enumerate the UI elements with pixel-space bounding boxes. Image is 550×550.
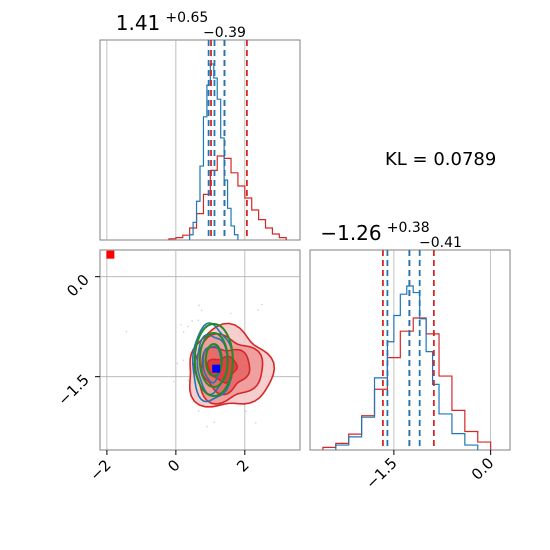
joint-sample-point: [182, 331, 185, 334]
param-1-marginal-panel: [99, 39, 301, 241]
joint-sample-point: [229, 312, 232, 315]
joint-sample-point: [125, 330, 128, 333]
joint-sample-point: [206, 425, 208, 428]
joint-x-tick-label: 0: [164, 456, 183, 475]
joint-sample-point: [191, 320, 194, 322]
param-2-minus: −0.41: [419, 235, 462, 251]
param-2-plus: +0.38: [387, 220, 430, 236]
joint-sample-point: [254, 421, 257, 424]
blue-contour-level: [191, 322, 234, 403]
joint-sample-point: [187, 325, 189, 328]
joint-sample-point: [197, 409, 200, 412]
param-1-minus: −0.39: [203, 25, 246, 41]
reference-marker: [106, 250, 115, 259]
joint-sample-point: [244, 410, 247, 413]
truth-marker: [212, 364, 221, 373]
param-1-axes-frame: [99, 39, 301, 241]
joint-y-tick-label: 0.0: [63, 271, 93, 301]
param-2-x-tick-label: −1.5: [362, 454, 400, 492]
param-2-marginal-panel: −1.5 0.0: [309, 249, 511, 493]
param-1-plus: +0.65: [165, 10, 208, 26]
param-2-title: −1.26 +0.38: [320, 220, 429, 245]
joint-y-tick-label: −1.5: [54, 371, 92, 409]
joint-sample-point: [260, 303, 263, 306]
blue-contour-level: [202, 345, 223, 384]
param-2-x-tick-label: 0.0: [468, 454, 498, 484]
green-contour-ellipse: [193, 323, 234, 397]
joint-sample-point: [172, 380, 175, 383]
green-contour-ellipse: [198, 332, 229, 388]
param-1-histogram-red: [168, 155, 287, 240]
param-1-title: 1.41 +0.65: [116, 10, 209, 35]
param-2-histogram-blue: [335, 285, 479, 450]
joint-axes-frame: [99, 249, 301, 451]
joint-sample-point: [213, 421, 216, 424]
joint-sample-point: [198, 304, 200, 307]
joint-sample-point: [187, 379, 190, 382]
param-2-median: −1.26: [320, 221, 381, 245]
green-contour-ellipse: [204, 343, 223, 377]
joint-sample-point: [200, 309, 203, 312]
joint-sample-point: [182, 359, 185, 362]
kl-annotation: KL = 0.0789: [385, 149, 496, 170]
joint-x-tick-label: −2: [86, 456, 114, 484]
param-1-median: 1.41: [116, 11, 161, 35]
joint-sample-point: [180, 323, 182, 326]
joint-sample-point: [176, 362, 179, 365]
joint-sample-point: [257, 308, 259, 311]
blue-contour-level: [196, 333, 229, 396]
joint-panel: −2 0 2 0.0 −1.5: [54, 249, 301, 484]
joint-x-tick-label: 2: [233, 456, 252, 475]
joint-sample-point: [197, 319, 200, 322]
param-2-histogram-red: [322, 317, 492, 450]
